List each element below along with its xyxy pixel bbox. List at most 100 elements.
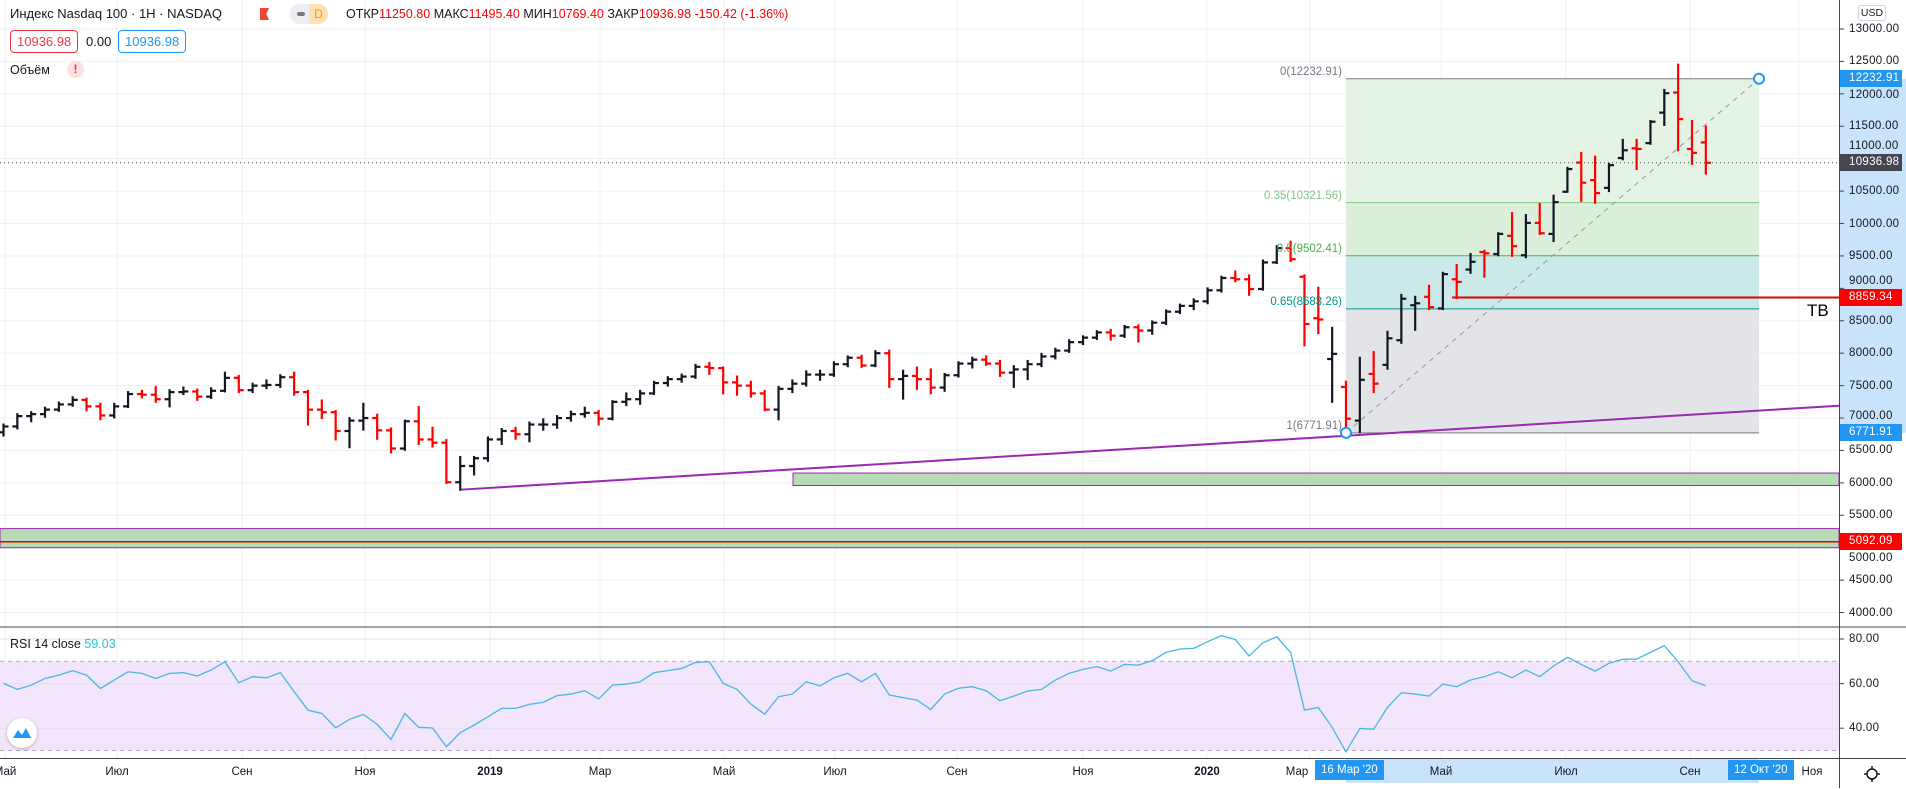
ohlc-bar: [593, 409, 604, 426]
rsi-legend[interactable]: RSI 14 close 59.03: [10, 636, 116, 652]
time-axis-border: [0, 758, 1906, 759]
ohlc-bar: [399, 419, 410, 451]
price-axis-label: 11500.00: [1849, 120, 1899, 133]
ohlc-bar: [372, 413, 383, 440]
ohlc-bar: [1686, 120, 1697, 165]
ohlc-bar: [109, 402, 120, 419]
volume-indicator-label[interactable]: Объём: [10, 63, 50, 77]
price-tag: 10936.98: [1840, 154, 1902, 172]
ohlc-bar: [40, 406, 51, 418]
rsi-pane[interactable]: [0, 628, 1906, 760]
price-axis-label: 4500.00: [1849, 574, 1893, 587]
ohlc-bar: [1424, 284, 1435, 311]
market-status-pill[interactable]: D: [290, 4, 328, 24]
fib-level-label: 1(6771.91): [1286, 419, 1342, 432]
ohlc-bar: [1673, 63, 1684, 152]
drawing-anchor-handle[interactable]: [1340, 426, 1352, 439]
ohlc-bar: [219, 371, 230, 393]
minus-icon: [297, 12, 305, 16]
ohlc-bar: [1396, 293, 1407, 344]
trend-line[interactable]: [460, 404, 1840, 491]
ohlc-bar: [579, 406, 590, 418]
ohlc-bar: [524, 421, 535, 443]
fib-zone: [1346, 78, 1759, 203]
fib-level-label: 0(12232.91): [1279, 65, 1342, 78]
ohlc-bar: [870, 350, 881, 368]
rectangle-zone[interactable]: [0, 528, 1840, 549]
ohlc-bar: [95, 402, 106, 421]
price-axis-label: 5500.00: [1849, 509, 1893, 522]
ohlc-bar: [898, 369, 909, 400]
price-axis-border: [1839, 0, 1840, 788]
ohlc-bar: [1285, 240, 1296, 263]
ohlc-bar: [801, 370, 812, 387]
ohlc-bar: [911, 366, 922, 390]
ohlc-bar: [607, 400, 618, 421]
ohlc-bar: [1493, 232, 1504, 257]
ohlc-bar: [233, 374, 244, 394]
buy-price-button[interactable]: 10936.98: [118, 30, 187, 53]
ohlc-bar: [1188, 298, 1199, 311]
ohlc-bar: [1119, 324, 1130, 338]
ohlc-bar: [953, 361, 964, 378]
fib-level-label: 0.65(8683.26): [1270, 295, 1342, 308]
fib-zone: [1346, 255, 1759, 309]
price-axis-label: 5000.00: [1849, 552, 1893, 565]
ohlc-bar: [1451, 264, 1462, 300]
ohlc-bar: [192, 388, 203, 401]
rsi-axis-label: 40.00: [1849, 722, 1880, 735]
ohlc-bar: [1507, 212, 1518, 257]
ohlc-bar: [704, 361, 715, 375]
price-axis-label: 6000.00: [1849, 476, 1893, 489]
ohlc-bar: [994, 359, 1005, 377]
symbol-title[interactable]: Индекс Nasdaq 100 · 1Н · NASDAQ: [10, 6, 223, 21]
price-tag: 8859.34: [1840, 288, 1902, 306]
drawing-anchor-handle[interactable]: [1753, 72, 1765, 85]
currency-button[interactable]: USD: [1858, 5, 1886, 21]
sell-price-button[interactable]: 10936.98: [10, 30, 79, 53]
ohlc-bar: [967, 356, 978, 369]
price-tag: 5092.09: [1840, 533, 1902, 551]
high-value: 11495.40: [468, 7, 520, 21]
ohlc-bar: [469, 455, 480, 476]
ohlc-bar: [1174, 303, 1185, 314]
fib-trend-line: [1345, 78, 1760, 434]
ohlc-bar: [815, 369, 826, 381]
time-axis-label: Июл: [823, 766, 847, 778]
selection-end-date: 12 Окт '20: [1728, 760, 1794, 780]
ohlc-bar: [1008, 365, 1019, 388]
ohlc-bar: [759, 389, 770, 412]
warning-icon[interactable]: !: [67, 61, 84, 78]
ohlc-bar: [150, 385, 161, 403]
ohlc-bar: [1700, 125, 1711, 175]
ohlc-bar: [1091, 330, 1102, 340]
close-value: 10936.98: [638, 7, 692, 21]
ohlc-bar: [1050, 347, 1061, 360]
ohlc-bar: [1036, 352, 1047, 368]
time-axis-label: Май: [712, 766, 736, 778]
time-axis-label: Сен: [946, 766, 968, 778]
ohlc-bar: [1244, 274, 1255, 296]
ohlc-bar: [330, 409, 341, 441]
settings-gear-icon[interactable]: [1862, 764, 1882, 784]
price-axis-label: 8000.00: [1849, 347, 1893, 360]
rectangle-zone[interactable]: [792, 472, 1840, 486]
ohlc-bar: [1161, 309, 1172, 326]
logo-icon: [13, 728, 31, 738]
flag-icon[interactable]: [260, 8, 269, 20]
price-axis-label: 10000.00: [1849, 217, 1900, 230]
ohlc-bar: [635, 389, 646, 405]
ohlc-bar: [164, 389, 175, 408]
ohlc-bar: [178, 386, 189, 396]
price-chart-pane[interactable]: [0, 0, 1906, 628]
tradingview-logo[interactable]: [7, 718, 37, 748]
ohlc-bar: [316, 399, 327, 420]
ohlc-bar: [1078, 335, 1089, 346]
high-label: МАКС: [433, 7, 469, 21]
ohlc-bar: [1257, 259, 1268, 291]
ohlc-bar: [538, 418, 549, 431]
ohlc-bar: [1603, 162, 1614, 193]
price-axis-label: 8500.00: [1849, 314, 1893, 327]
ohlc-bar: [787, 379, 798, 394]
time-axis-label: Мар: [1285, 766, 1309, 778]
